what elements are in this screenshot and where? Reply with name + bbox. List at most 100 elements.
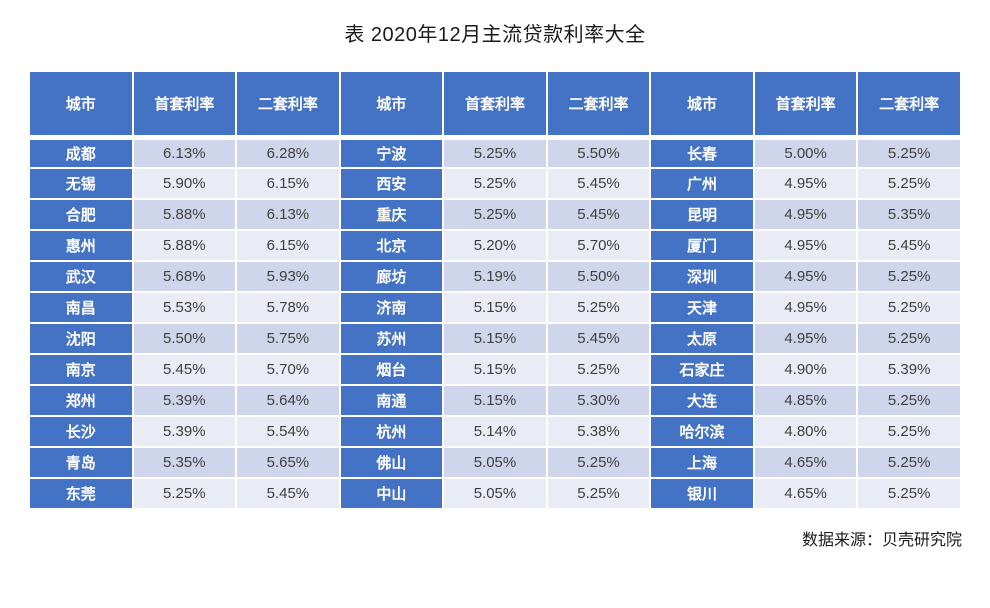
rate-cell: 4.65% [752, 446, 859, 479]
rate-cell: 5.45% [235, 477, 341, 510]
city-cell: 南通 [338, 384, 445, 417]
rate-cell: 5.65% [235, 446, 341, 479]
rate-cell: 5.15% [442, 384, 548, 417]
data-source: 数据来源：贝壳研究院 [801, 532, 962, 549]
rate-cell: 5.30% [545, 384, 652, 417]
rate-cell: 5.68% [131, 260, 238, 293]
city-cell: 太原 [649, 322, 755, 355]
city-cell: 杭州 [338, 415, 445, 448]
city-cell: 苏州 [338, 322, 445, 355]
rate-cell: 5.19% [442, 260, 548, 293]
rate-cell: 6.13% [131, 136, 238, 169]
city-cell: 南昌 [28, 291, 134, 324]
rate-cell: 5.15% [442, 353, 548, 386]
city-cell: 天津 [649, 291, 755, 324]
city-cell: 宁波 [338, 136, 445, 169]
table-row: 青岛 5.35% 5.65% 佛山 5.05% 5.25% 上海 4.65% 5.25% [28, 446, 962, 479]
city-cell: 广州 [649, 167, 755, 200]
rate-cell: 5.14% [442, 415, 548, 448]
rate-cell: 5.39% [856, 353, 962, 386]
rate-cell: 5.35% [131, 446, 238, 479]
rate-cell: 5.70% [235, 353, 341, 386]
rate-cell: 5.25% [856, 477, 962, 510]
rate-cell: 5.25% [856, 415, 962, 448]
city-cell: 合肥 [28, 198, 134, 231]
rate-cell: 5.39% [131, 384, 238, 417]
city-cell: 惠州 [28, 229, 134, 262]
rate-cell: 5.25% [856, 446, 962, 479]
header-cell: 首套利率 [131, 70, 238, 140]
header-cell: 城市 [649, 70, 755, 140]
rate-cell: 4.80% [752, 415, 859, 448]
rate-cell: 5.88% [131, 229, 238, 262]
header-cell: 二套利率 [235, 70, 341, 140]
city-cell: 北京 [338, 229, 445, 262]
rate-cell: 5.20% [442, 229, 548, 262]
rate-cell: 5.90% [131, 167, 238, 200]
city-cell: 青岛 [28, 446, 134, 479]
rate-cell: 4.90% [752, 353, 859, 386]
city-cell: 厦门 [649, 229, 755, 262]
rate-cell: 6.28% [235, 136, 341, 169]
chart-title: 表 2020年12月主流贷款利率大全 [344, 24, 646, 46]
rate-cell: 5.25% [442, 167, 548, 200]
city-cell: 郑州 [28, 384, 134, 417]
rate-cell: 6.15% [235, 229, 341, 262]
city-cell: 成都 [28, 136, 134, 169]
rate-cell: 5.25% [545, 446, 652, 479]
city-cell: 长沙 [28, 415, 134, 448]
table-row: 武汉 5.68% 5.93% 廊坊 5.19% 5.50% 深圳 4.95% 5.25% [28, 260, 962, 293]
table-row: 郑州 5.39% 5.64% 南通 5.15% 5.30% 大连 4.85% 5.25% [28, 384, 962, 417]
rate-cell: 5.25% [856, 167, 962, 200]
header-cell: 城市 [338, 70, 445, 140]
rate-cell: 4.95% [752, 322, 859, 355]
rate-cell: 5.38% [545, 415, 652, 448]
rate-cell: 5.35% [856, 198, 962, 231]
rate-cell: 4.65% [752, 477, 859, 510]
header-row: 城市 首套利率 二套利率 城市 首套利率 二套利率 城市 首套利率 二套利率 [28, 70, 962, 140]
rate-cell: 4.95% [752, 198, 859, 231]
table-row: 成都 6.13% 6.28% 宁波 5.25% 5.50% 长春 5.00% 5.25% [28, 136, 962, 169]
rate-cell: 5.50% [131, 322, 238, 355]
city-cell: 廊坊 [338, 260, 445, 293]
table-row: 长沙 5.39% 5.54% 杭州 5.14% 5.38% 哈尔滨 4.80% 5.25% [28, 415, 962, 448]
city-cell: 石家庄 [649, 353, 755, 386]
rate-cell: 5.25% [856, 260, 962, 293]
rate-cell: 5.93% [235, 260, 341, 293]
table-row: 南京 5.45% 5.70% 烟台 5.15% 5.25% 石家庄 4.90% 5.39% [28, 353, 962, 386]
rate-cell: 4.95% [752, 167, 859, 200]
rate-cell: 5.05% [442, 477, 548, 510]
rate-cell: 5.25% [856, 136, 962, 169]
rate-cell: 5.50% [545, 136, 652, 169]
city-cell: 南京 [28, 353, 134, 386]
rate-cell: 5.25% [545, 353, 652, 386]
table-row: 东莞 5.25% 5.45% 中山 5.05% 5.25% 银川 4.65% 5.25% [28, 477, 962, 510]
rate-cell: 5.25% [131, 477, 238, 510]
rate-cell: 5.15% [442, 291, 548, 324]
rate-cell: 4.85% [752, 384, 859, 417]
city-cell: 重庆 [338, 198, 445, 231]
rate-cell: 5.05% [442, 446, 548, 479]
rate-cell: 4.95% [752, 229, 859, 262]
city-cell: 上海 [649, 446, 755, 479]
rate-cell: 5.25% [856, 384, 962, 417]
rate-cell: 5.70% [545, 229, 652, 262]
header-cell: 首套利率 [752, 70, 859, 140]
rate-cell: 5.45% [545, 167, 652, 200]
city-cell: 武汉 [28, 260, 134, 293]
table-row: 合肥 5.88% 6.13% 重庆 5.25% 5.45% 昆明 4.95% 5.35% [28, 198, 962, 231]
rate-cell: 5.25% [856, 291, 962, 324]
city-cell: 西安 [338, 167, 445, 200]
city-cell: 银川 [649, 477, 755, 510]
rate-cell: 4.95% [752, 260, 859, 293]
rate-cell: 6.13% [235, 198, 341, 231]
city-cell: 济南 [338, 291, 445, 324]
table-row: 南昌 5.53% 5.78% 济南 5.15% 5.25% 天津 4.95% 5.25% [28, 291, 962, 324]
rate-cell: 5.25% [442, 198, 548, 231]
rate-cell: 5.75% [235, 322, 341, 355]
rate-cell: 5.25% [545, 477, 652, 510]
rate-cell: 5.00% [752, 136, 859, 169]
city-cell: 大连 [649, 384, 755, 417]
city-cell: 哈尔滨 [649, 415, 755, 448]
rate-cell: 5.78% [235, 291, 341, 324]
